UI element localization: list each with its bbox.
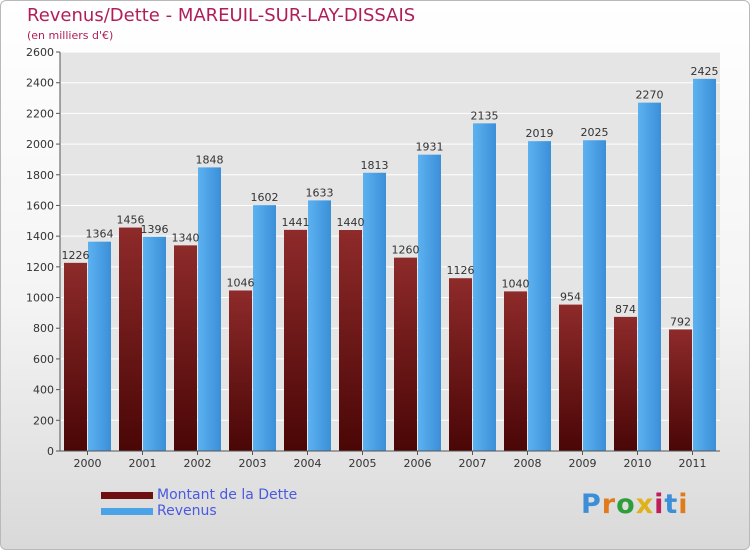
data-label-debt: 1340 [172,231,200,244]
legend-label-revenue: Revenus [157,503,217,519]
x-tick-label: 2009 [569,457,597,470]
x-tick-label: 2002 [184,457,212,470]
y-tick-label: 0 [47,445,54,458]
bar-debt [394,257,417,451]
x-tick-label: 2011 [679,457,707,470]
x-tick-label: 2003 [239,457,267,470]
y-tick-label: 1600 [26,199,54,212]
y-tick-label: 200 [33,414,54,427]
x-tick-label: 2006 [404,457,432,470]
chart-subtitle: (en milliers d'€) [27,29,114,42]
legend-swatch-revenue [101,507,153,515]
data-label-debt: 954 [560,291,581,304]
proxiti-logo: Proxiti [581,489,689,520]
bar-debt [669,329,692,451]
bar-debt [614,316,637,451]
data-label-debt: 1046 [227,276,255,289]
logo-letter: i [654,489,665,520]
data-label-debt: 1226 [62,249,90,262]
data-label-revenue: 1931 [416,141,444,154]
data-label-revenue: 2270 [636,89,664,102]
data-label-debt: 1040 [502,277,530,290]
data-label-revenue: 2135 [471,109,499,122]
data-label-revenue: 1396 [141,223,169,236]
data-label-debt: 1126 [447,264,475,277]
data-label-revenue: 1813 [361,159,389,172]
bar-revenue [363,172,386,451]
bar-debt [174,245,197,451]
bar-debt [119,227,142,451]
legend-swatch-debt [101,491,153,499]
axes: 0 200 400 600 800 1000 1200 1400 1600 1800 2000 220… [26,46,720,470]
chart-title: Revenus/Dette - MAREUIL-SUR-LAY-DISSAIS [27,5,416,26]
data-label-debt: 1456 [117,214,145,227]
bar-revenue [88,241,111,451]
legend-label-debt: Montant de la Dette [157,487,298,503]
x-tick-label: 2010 [624,457,652,470]
bar-revenue [253,205,276,451]
x-tick-label: 2007 [459,457,487,470]
data-label-debt: 1441 [282,216,310,229]
y-tick-label: 2600 [26,46,54,59]
logo-letter: t [664,489,679,520]
x-tick-label: 2005 [349,457,377,470]
bar-debt [449,278,472,451]
logo-letter: x [635,489,655,520]
data-label-revenue: 1364 [86,228,114,241]
bar-debt [284,229,307,451]
x-tick-label: 2008 [514,457,542,470]
data-label-revenue: 1633 [306,186,334,199]
bar-revenue [528,141,551,452]
data-label-debt: 792 [670,315,691,328]
y-tick-label: 600 [33,353,54,366]
y-tick-label: 2200 [26,107,54,120]
x-tick-label: 2001 [129,457,157,470]
logo-letter: P [581,489,602,520]
logo-letter: i [678,489,689,520]
bar-revenue [308,200,331,451]
data-label-revenue: 2425 [691,65,719,78]
y-tick-label: 1400 [26,230,54,243]
logo-letter: r [601,489,617,520]
bar-revenue [638,102,661,452]
legend: Montant de la Dette Revenus [101,487,297,519]
x-tick-label: 2004 [294,457,322,470]
bar-revenue [473,123,496,451]
bar-debt [559,304,582,451]
bars [64,78,716,452]
y-tick-label: 800 [33,322,54,335]
plot-area [60,52,720,451]
bar-debt [229,290,252,451]
bar-revenue [198,167,221,451]
bar-revenue [693,78,716,451]
legend-item-revenue: Revenus [101,503,297,519]
y-tick-label: 1200 [26,261,54,274]
grid [60,51,720,452]
data-label-revenue: 2025 [581,126,609,139]
y-tick-label: 2000 [26,138,54,151]
data-label-debt: 874 [615,303,636,316]
y-tick-label: 1800 [26,169,54,182]
y-tick-label: 400 [33,384,54,397]
bar-debt [64,262,87,451]
bar-debt [339,230,362,451]
logo-letter: o [616,489,636,520]
y-tick-label: 2400 [26,77,54,90]
legend-item-debt: Montant de la Dette [101,487,297,503]
data-label-debt: 1440 [337,216,365,229]
data-label-revenue: 2019 [526,127,554,140]
bar-debt [504,291,527,451]
y-tick-label: 1000 [26,292,54,305]
data-label-revenue: 1602 [251,191,279,204]
bar-revenue [583,140,606,451]
bar-revenue [418,154,441,451]
data-label-debt: 1260 [392,244,420,257]
data-label-revenue: 1848 [196,153,224,166]
x-tick-label: 2000 [74,457,102,470]
bar-revenue [143,236,166,451]
